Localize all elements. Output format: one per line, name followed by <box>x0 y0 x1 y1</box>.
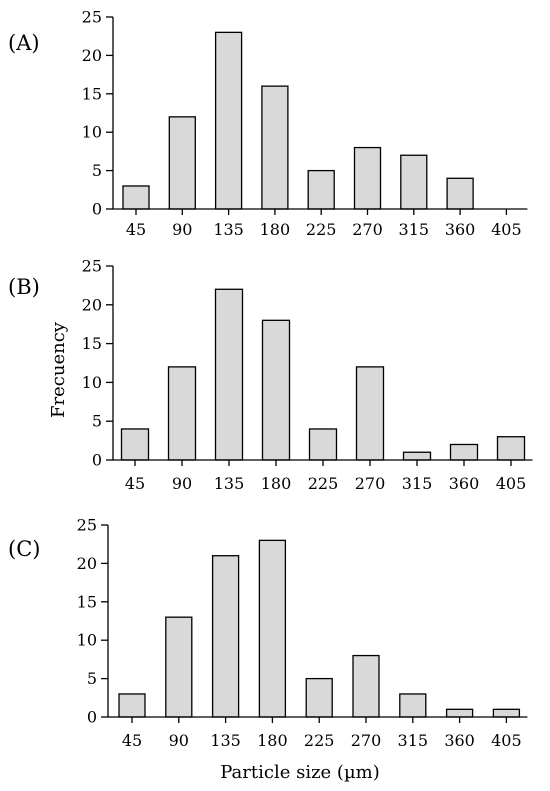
bar-180 <box>258 539 287 718</box>
bar-360 <box>446 177 474 210</box>
x-tick-label: 270 <box>355 474 386 493</box>
bar-360 <box>449 443 479 461</box>
x-tick-label: 315 <box>399 220 430 239</box>
x-tick-label: 135 <box>213 220 244 239</box>
y-tick-label: 0 <box>92 200 102 219</box>
x-tick-label: 405 <box>496 474 527 493</box>
y-tick-label: 20 <box>82 46 102 65</box>
panel-label: (C) <box>8 537 40 561</box>
y-tick-label: 25 <box>82 257 102 276</box>
bar-45 <box>120 428 150 461</box>
y-tick-label: 20 <box>77 554 97 573</box>
bar-90 <box>168 116 196 210</box>
x-tick-label: 135 <box>210 731 241 750</box>
y-tick-label: 0 <box>87 708 97 727</box>
x-tick-label: 405 <box>491 731 522 750</box>
x-tick-label: 405 <box>491 220 522 239</box>
x-tick-label: 180 <box>260 220 291 239</box>
bar-225 <box>308 428 338 461</box>
x-tick-label: 315 <box>402 474 433 493</box>
x-tick-label: 225 <box>304 731 335 750</box>
y-tick-label: 15 <box>77 592 97 611</box>
bar-225 <box>307 169 335 210</box>
x-tick-label: 315 <box>398 731 429 750</box>
y-axis-title: Frecuency <box>48 321 69 418</box>
x-tick-label: 180 <box>261 474 292 493</box>
bar-45 <box>118 693 146 718</box>
x-tick-label: 270 <box>351 731 382 750</box>
bar-90 <box>165 616 193 718</box>
chart-panel-c: (C) 0 5 10 15 20 25 45 90 135 180 225 270 315 360 405 <box>8 516 528 750</box>
bar-90 <box>167 366 197 461</box>
y-tick-label: 5 <box>87 669 97 688</box>
x-tick-label: 360 <box>445 220 476 239</box>
x-tick-label: 45 <box>126 220 146 239</box>
x-tick-label: 45 <box>122 731 142 750</box>
bar-135 <box>211 555 240 718</box>
y-tick-label: 5 <box>92 412 102 431</box>
y-tick-label: 10 <box>82 123 102 142</box>
x-tick-label: 90 <box>172 474 192 493</box>
bar-270 <box>355 366 385 461</box>
x-tick-label: 225 <box>308 474 339 493</box>
bar-405 <box>492 708 521 718</box>
bar-135 <box>214 288 244 461</box>
bar-270 <box>352 654 380 718</box>
bar-360 <box>445 708 474 718</box>
bar-135 <box>214 31 243 210</box>
x-tick-label: 180 <box>257 731 288 750</box>
y-tick-label: 0 <box>92 451 102 470</box>
y-tick-label: 20 <box>82 295 102 314</box>
chart-panel-b: (B) 0 5 10 15 20 25 45 90 135 180 225 270 315 360 405 <box>8 257 533 493</box>
bar-315 <box>402 451 432 461</box>
bar-270 <box>353 146 382 210</box>
x-tick-label: 360 <box>449 474 480 493</box>
y-tick-label: 25 <box>82 8 102 27</box>
y-tick-label: 10 <box>82 373 102 392</box>
chart-panel-a: (A) 0 5 10 15 20 25 45 90 135 180 225 270 315 360 405 <box>8 8 528 239</box>
panel-label: (A) <box>8 31 40 55</box>
bar-180 <box>261 319 291 461</box>
bar-225 <box>305 677 333 718</box>
x-tick-label: 270 <box>352 220 383 239</box>
x-tick-label: 225 <box>306 220 337 239</box>
y-tick-label: 25 <box>77 516 97 535</box>
x-tick-label: 135 <box>214 474 245 493</box>
x-tick-label: 45 <box>125 474 145 493</box>
bar-315 <box>399 693 427 718</box>
panel-label: (B) <box>8 275 40 299</box>
bar-315 <box>400 154 428 210</box>
bar-405 <box>496 436 526 461</box>
bar-45 <box>122 185 150 210</box>
y-tick-label: 15 <box>82 334 102 353</box>
y-tick-label: 15 <box>82 84 102 103</box>
x-tick-label: 360 <box>444 731 475 750</box>
x-tick-label: 90 <box>172 220 192 239</box>
x-tick-label: 90 <box>169 731 189 750</box>
bar-180 <box>261 85 289 210</box>
y-tick-label: 5 <box>92 161 102 180</box>
y-tick-label: 10 <box>77 631 97 650</box>
x-axis-title: Particle size (µm) <box>220 762 380 783</box>
